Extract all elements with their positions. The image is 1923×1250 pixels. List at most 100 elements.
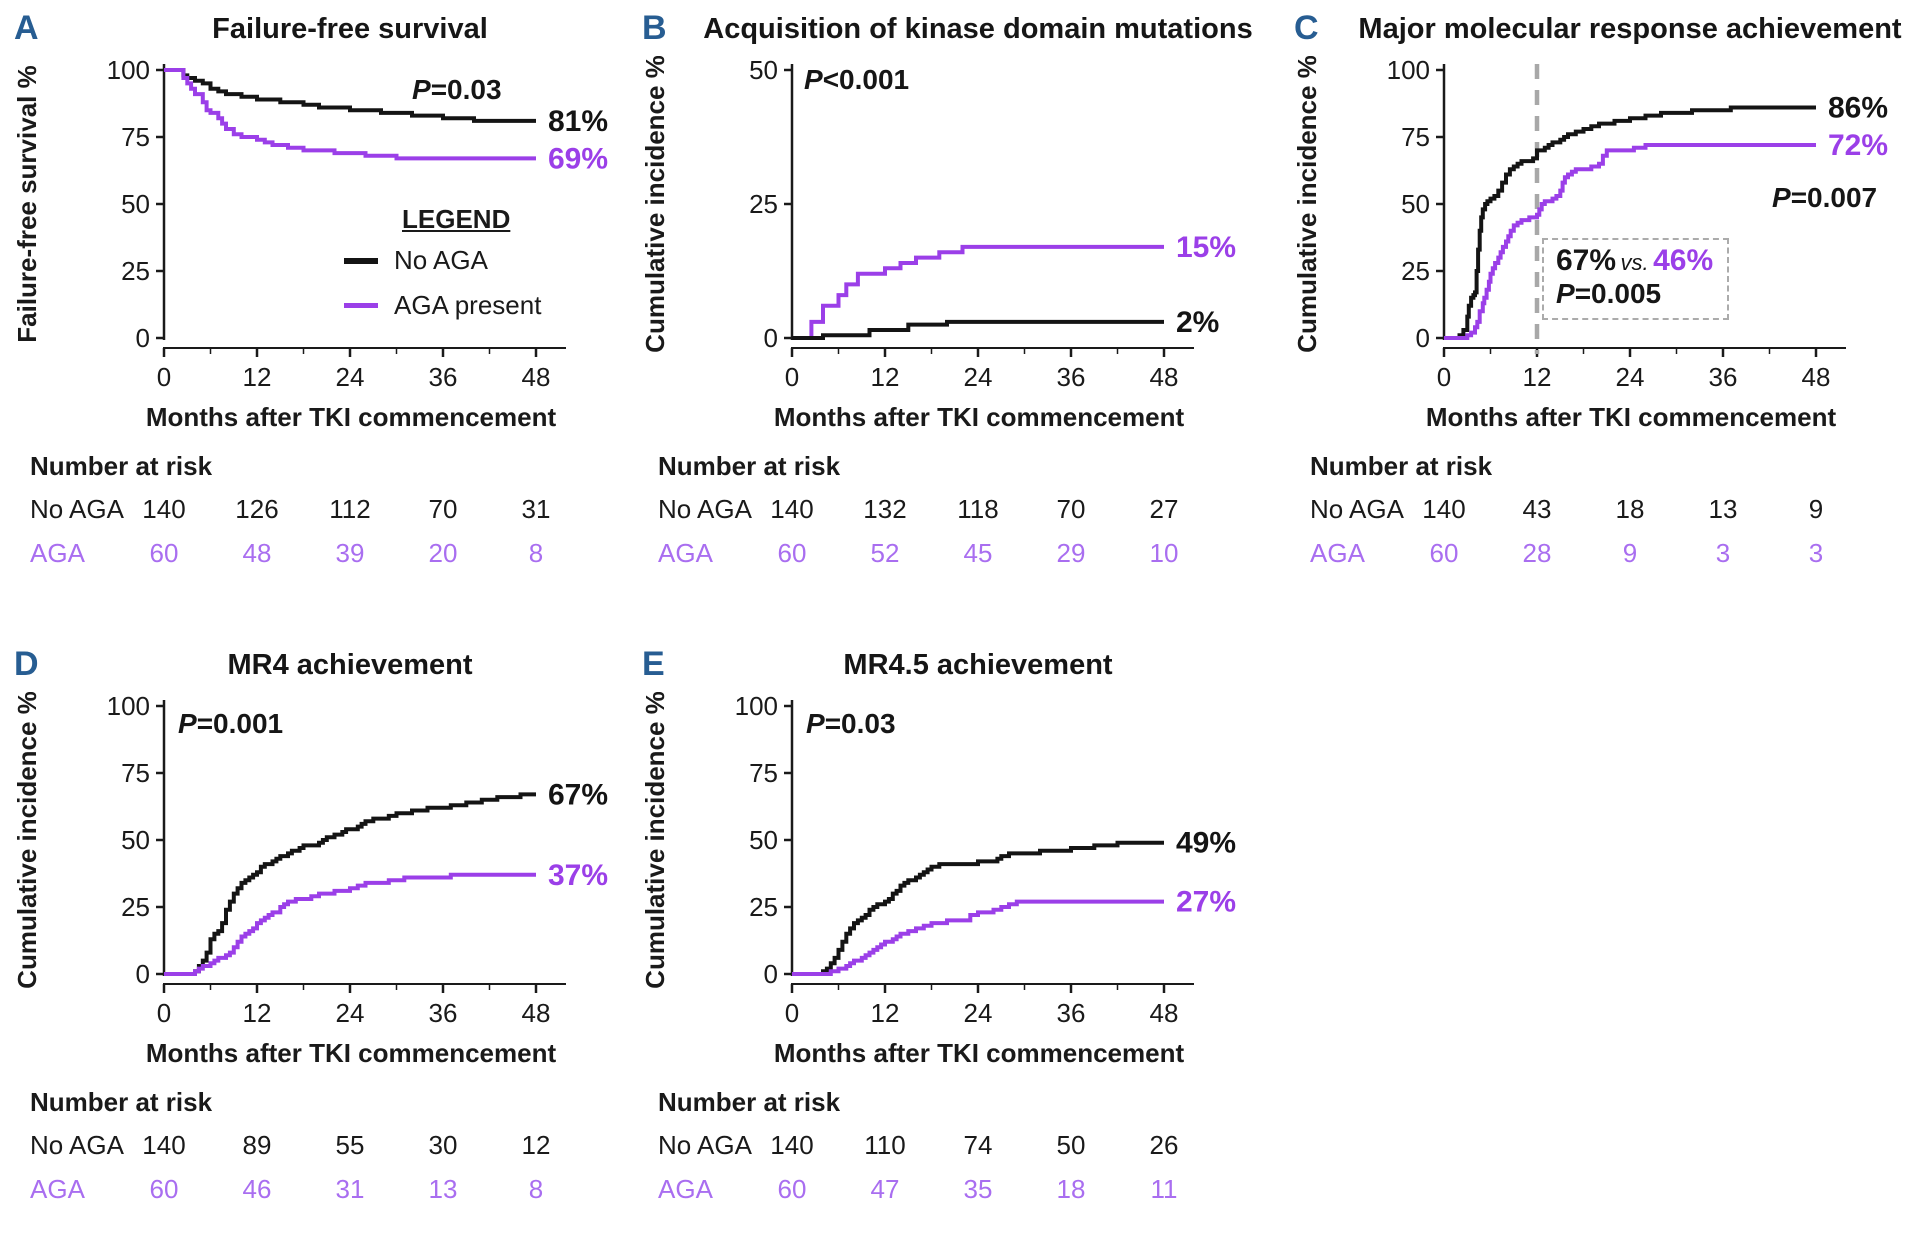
risk-count: 50 (1056, 1130, 1086, 1160)
svg-text:12: 12 (243, 998, 272, 1028)
svg-text:12: 12 (1523, 362, 1552, 392)
svg-text:50: 50 (1401, 189, 1430, 219)
legend-item-aga-present: AGA present (344, 290, 541, 321)
panel-d-letter: D (14, 645, 39, 683)
risk-count: 126 (235, 494, 279, 524)
risk-count: 110 (864, 1130, 906, 1160)
risk-row-no-aga: No AGA 140 110 74 50 26 (642, 1122, 1266, 1166)
risk-count: 140 (142, 494, 186, 524)
risk-row-aga: AGA 60 47 35 18 11 (642, 1166, 1266, 1210)
y-axis-label: Failure-free survival % (14, 65, 42, 342)
svg-text:0: 0 (157, 362, 171, 392)
risk-count: 70 (428, 494, 458, 524)
risk-row-no-aga: No AGA 140 43 18 13 9 (1294, 486, 1918, 530)
panel-d-title: MR4 achievement (227, 649, 473, 681)
mr45-achievement-chart: 0 25 50 75 100 0 12 24 36 48 49% 27% Cumulative inci… (640, 691, 1266, 1036)
x-axis-label: Months after TKI commencement (145, 1038, 557, 1068)
number-at-risk-table: Number at risk No AGA 140 110 74 50 26 AGA 60 47… (642, 1087, 1266, 1210)
survival-curve (792, 319, 1164, 340)
risk-row-label: AGA (658, 538, 713, 568)
panel-mr45-achievement: E MR4.5 achievement 0 25 50 75 100 0 12 24 36 48 4… (640, 642, 1266, 1210)
risk-row-aga: AGA 60 28 9 3 3 (1294, 530, 1918, 574)
svg-text:75: 75 (749, 758, 778, 788)
risk-row-no-aga: No AGA 140 132 118 70 27 (642, 486, 1266, 530)
chart-canvas: 0 25 50 75 100 0 12 24 36 48 67% 37% Cumulative inci… (12, 691, 608, 1028)
p-value: P=0.03 (806, 708, 896, 739)
panel-b-letter: B (642, 9, 667, 47)
series-end-label: 15% (1176, 231, 1236, 264)
svg-text:75: 75 (1401, 122, 1430, 152)
panel-kinase-domain-mutations: B Acquisition of kinase domain mutations… (640, 6, 1266, 574)
panel-failure-free-survival: A Failure-free survival 0 25 50 75 100 0 12 24 3… (12, 6, 638, 574)
landmark-no-aga-value: 67% (1556, 244, 1617, 277)
risk-row-label: No AGA (658, 494, 752, 524)
risk-count: 118 (957, 494, 999, 524)
legend-title: LEGEND (402, 204, 511, 234)
series-end-label: 67% (548, 778, 608, 811)
risk-count: 3 (1715, 538, 1731, 568)
svg-text:36: 36 (1709, 362, 1738, 392)
panel-c-letter: C (1294, 9, 1319, 47)
risk-count: 9 (1622, 538, 1638, 568)
svg-text:100: 100 (1387, 56, 1430, 85)
svg-text:36: 36 (1057, 362, 1086, 392)
svg-text:12: 12 (243, 362, 272, 392)
svg-text:75: 75 (121, 758, 150, 788)
risk-row-label: No AGA (30, 1130, 124, 1160)
number-at-risk-table: Number at risk No AGA 140 43 18 13 9 AGA 60 28 9 3… (1294, 451, 1918, 574)
svg-text:48: 48 (1150, 998, 1179, 1028)
risk-count: 28 (1522, 538, 1552, 568)
risk-count: 43 (1522, 494, 1552, 524)
y-axis-label: Cumulative incidence % (14, 692, 42, 989)
legend-label: No AGA (394, 245, 488, 275)
number-at-risk-header: Number at risk (30, 451, 213, 481)
survival-curve (164, 872, 536, 976)
risk-count: 39 (335, 538, 365, 568)
chart-canvas: 0 25 50 0 12 24 36 48 15% 2% Cumulative incidence … (640, 55, 1236, 392)
svg-text:50: 50 (121, 825, 150, 855)
risk-count: 140 (142, 1130, 186, 1160)
svg-text:75: 75 (121, 122, 150, 152)
risk-count: 140 (770, 494, 814, 524)
chart-canvas: 0 25 50 75 100 0 12 24 36 48 81% 69% Failure-free su… (12, 55, 608, 392)
series-end-label: 27% (1176, 886, 1236, 919)
risk-count: 48 (242, 538, 272, 568)
x-axis-label: Months after TKI commencement (773, 402, 1185, 432)
risk-count: 27 (1149, 494, 1179, 524)
risk-count: 9 (1808, 494, 1824, 524)
series-end-label: 2% (1176, 306, 1219, 339)
svg-text:48: 48 (1802, 362, 1831, 392)
risk-count: 140 (770, 1130, 814, 1160)
panel-a-title: Failure-free survival (212, 13, 488, 45)
panel-c-title: Major molecular response achievement (1358, 13, 1902, 45)
svg-text:50: 50 (121, 189, 150, 219)
risk-count: 46 (242, 1174, 272, 1204)
svg-text:0: 0 (1437, 362, 1451, 392)
p-value: P=0.007 (1772, 182, 1878, 213)
risk-count: 20 (428, 538, 458, 568)
number-at-risk-header: Number at risk (1310, 451, 1493, 481)
panel-major-molecular-response: C Major molecular response achievement 0… (1292, 6, 1918, 574)
legend-label: AGA present (394, 290, 542, 320)
risk-row-label: No AGA (30, 494, 124, 524)
risk-row-aga: AGA 60 52 45 29 10 (642, 530, 1266, 574)
svg-text:50: 50 (749, 56, 778, 85)
svg-text:36: 36 (429, 998, 458, 1028)
survival-curve (792, 840, 1164, 976)
risk-count: 8 (528, 1174, 544, 1204)
risk-row-no-aga: No AGA 140 89 55 30 12 (14, 1122, 638, 1166)
svg-text:25: 25 (1401, 256, 1430, 286)
svg-text:12: 12 (871, 998, 900, 1028)
chart-legend: LEGEND No AGA AGA present (344, 204, 541, 335)
risk-row-aga: AGA 60 46 31 13 8 (14, 1166, 638, 1210)
panel-d-header: D MR4 achievement (14, 642, 638, 692)
series-end-label: 49% (1176, 827, 1236, 860)
series-end-label: 37% (548, 859, 608, 892)
aga-present-line-swatch (344, 303, 378, 308)
panel-b-header: B Acquisition of kinase domain mutations (642, 6, 1266, 56)
risk-count: 30 (428, 1130, 458, 1160)
risk-count: 11 (1150, 1174, 1178, 1204)
risk-count: 70 (1056, 494, 1086, 524)
panel-mr4-achievement: D MR4 achievement 0 25 50 75 100 0 12 24 36 48 67%… (12, 642, 638, 1210)
risk-count: 132 (863, 494, 907, 524)
